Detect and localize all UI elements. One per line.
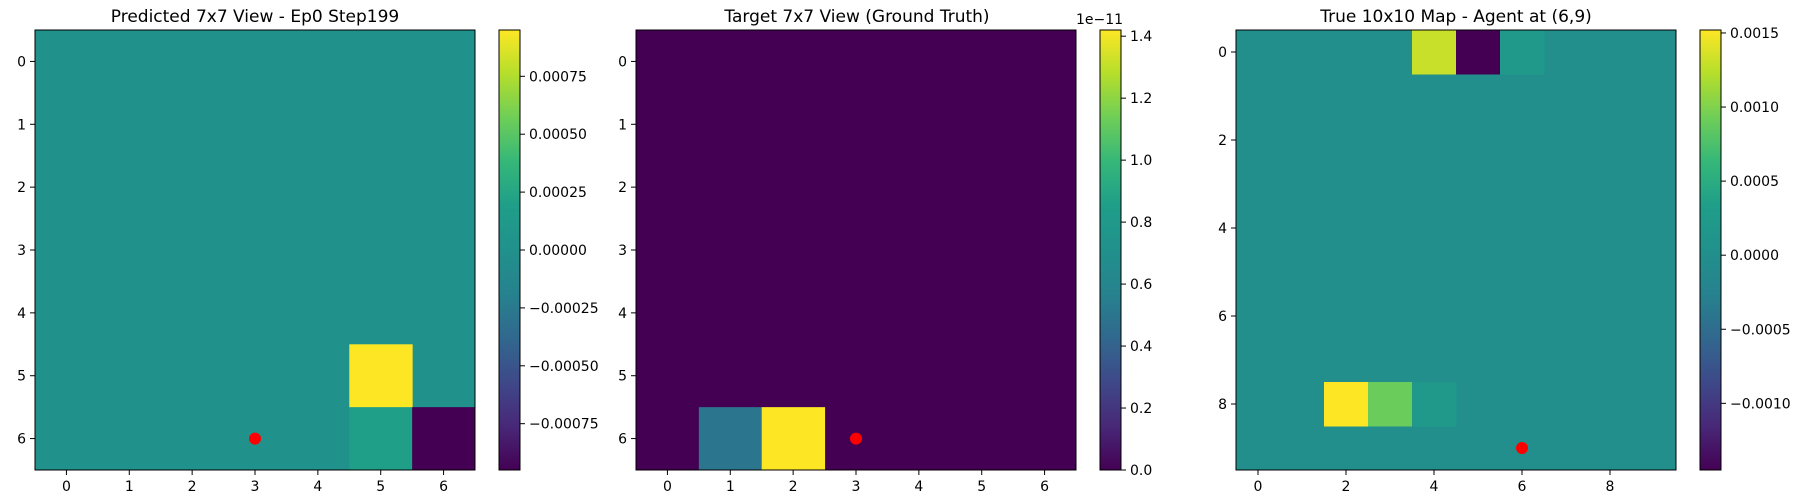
x-tick-label: 6 [439, 479, 448, 495]
heatmap-cell [349, 407, 413, 471]
x-tick-label: 8 [1606, 479, 1615, 495]
colorbar-tick-label: 0.0005 [1730, 174, 1779, 190]
heatmap-grid: 0 2 4 6 8 0 2 4 6 8 [1218, 29, 1677, 495]
heatmap-cell [349, 344, 413, 408]
heatmap-cell [761, 407, 826, 471]
x-tick-label: 2 [188, 479, 197, 495]
colorbar-tick-label: −0.00025 [529, 301, 599, 317]
heatmap-grid: 0 1 2 3 4 5 6 0 1 2 3 4 5 6 [17, 29, 476, 495]
heatmap-cell [1412, 30, 1457, 75]
colorbar: −0.00075 −0.00050 −0.00025 0.00000 0.00025 0.… [498, 29, 599, 471]
y-tick-label: 0 [618, 54, 627, 70]
x-tick-label: 2 [1342, 479, 1351, 495]
y-tick-label: 1 [17, 117, 26, 133]
x-tick-label: 5 [977, 479, 986, 495]
x-tick-label: 0 [663, 479, 672, 495]
colorbar-tick-label: −0.00050 [529, 359, 599, 375]
y-tick-label: 2 [17, 180, 26, 196]
colorbar-tick-label: 0.00050 [529, 127, 587, 143]
heatmap-panel-target: Target 7x7 View (Ground Truth) 0 1 2 3 4 5 6 0 1… [618, 7, 1152, 495]
colorbar-gradient [1699, 29, 1722, 471]
x-tick-label: 1 [125, 479, 134, 495]
x-tick-label: 2 [789, 479, 798, 495]
y-tick-label: 0 [1218, 45, 1227, 61]
chart-title: Target 7x7 View (Ground Truth) [723, 7, 989, 27]
y-tick-label: 4 [618, 306, 627, 322]
y-tick-label: 5 [618, 369, 627, 385]
chart-title: Predicted 7x7 View - Ep0 Step199 [111, 7, 400, 27]
x-tick-label: 3 [852, 479, 861, 495]
colorbar-tick-label: 0.0010 [1730, 100, 1779, 116]
colorbar-tick-label: 0.2 [1130, 401, 1152, 417]
heatmap-grid: 0 1 2 3 4 5 6 0 1 2 3 4 5 6 [618, 29, 1077, 495]
y-tick-label: 3 [17, 243, 26, 259]
colorbar-tick-label: 0.00025 [529, 185, 587, 201]
colorbar-exponent: 1e−11 [1076, 12, 1123, 28]
axes-frame [1235, 29, 1677, 471]
heatmap-background [636, 30, 1076, 470]
heatmap-cell [1368, 382, 1413, 427]
colorbar-tick-label: 0.0000 [1730, 248, 1779, 264]
heatmap-cell [412, 407, 476, 471]
colorbar-tick-label: −0.00075 [529, 417, 599, 433]
x-tick-label: 1 [726, 479, 735, 495]
x-tick-label: 6 [1518, 479, 1527, 495]
y-tick-label: 6 [17, 432, 26, 448]
colorbar-gradient [1099, 29, 1122, 471]
colorbar: 0.0 0.2 0.4 0.6 0.8 1.0 1.2 1.4 1e−11 [1076, 12, 1152, 479]
y-tick-label: 4 [1218, 221, 1227, 237]
colorbar-tick-label: 0.8 [1130, 215, 1152, 231]
y-tick-label: 3 [618, 243, 627, 259]
y-tick-label: 1 [618, 117, 627, 133]
x-tick-label: 6 [1040, 479, 1049, 495]
heatmap-cell [698, 407, 763, 471]
chart-title: True 10x10 Map - Agent at (6,9) [1319, 7, 1592, 27]
colorbar-tick-label: 0.0 [1130, 463, 1152, 479]
agent-marker [850, 432, 862, 445]
agent-marker [249, 432, 261, 445]
colorbar-tick-label: 1.4 [1130, 29, 1152, 45]
x-tick-label: 4 [313, 479, 322, 495]
y-tick-label: 6 [618, 432, 627, 448]
colorbar: −0.0010 −0.0005 0.0000 0.0005 0.0010 0.0015 [1699, 26, 1791, 471]
y-tick-label: 6 [1218, 309, 1227, 325]
colorbar-gradient [498, 29, 521, 471]
colorbar-tick-label: 0.00000 [529, 243, 587, 259]
heatmap-cell [1412, 382, 1457, 427]
colorbar-tick-label: 0.4 [1130, 339, 1152, 355]
x-tick-label: 0 [62, 479, 71, 495]
colorbar-tick-label: 0.6 [1130, 277, 1152, 293]
colorbar-tick-label: 1.0 [1130, 153, 1152, 169]
heatmap-panel-predicted: Predicted 7x7 View - Ep0 Step199 0 1 2 3 4 5 6… [17, 7, 599, 495]
heatmap-cell [1456, 30, 1501, 75]
y-tick-label: 4 [17, 306, 26, 322]
agent-marker [1516, 442, 1528, 454]
colorbar-tick-label: 1.2 [1130, 91, 1152, 107]
x-tick-label: 0 [1254, 479, 1263, 495]
x-tick-label: 5 [376, 479, 385, 495]
heatmap-cell [1500, 30, 1545, 75]
heatmap-cell [1324, 382, 1369, 427]
x-tick-label: 3 [251, 479, 260, 495]
colorbar-tick-label: −0.0005 [1730, 322, 1791, 338]
y-tick-label: 2 [618, 180, 627, 196]
y-tick-label: 2 [1218, 133, 1227, 149]
heatmap-panel-true-map: True 10x10 Map - Agent at (6,9) 0 2 4 6 8 0 2 4… [1218, 7, 1791, 495]
colorbar-tick-label: 0.0015 [1730, 26, 1779, 42]
x-tick-label: 4 [914, 479, 923, 495]
y-tick-label: 5 [17, 369, 26, 385]
y-tick-label: 0 [17, 54, 26, 70]
colorbar-tick-label: 0.00075 [529, 69, 587, 85]
colorbar-tick-label: −0.0010 [1730, 396, 1791, 412]
y-tick-label: 8 [1218, 397, 1227, 413]
x-tick-label: 4 [1430, 479, 1439, 495]
